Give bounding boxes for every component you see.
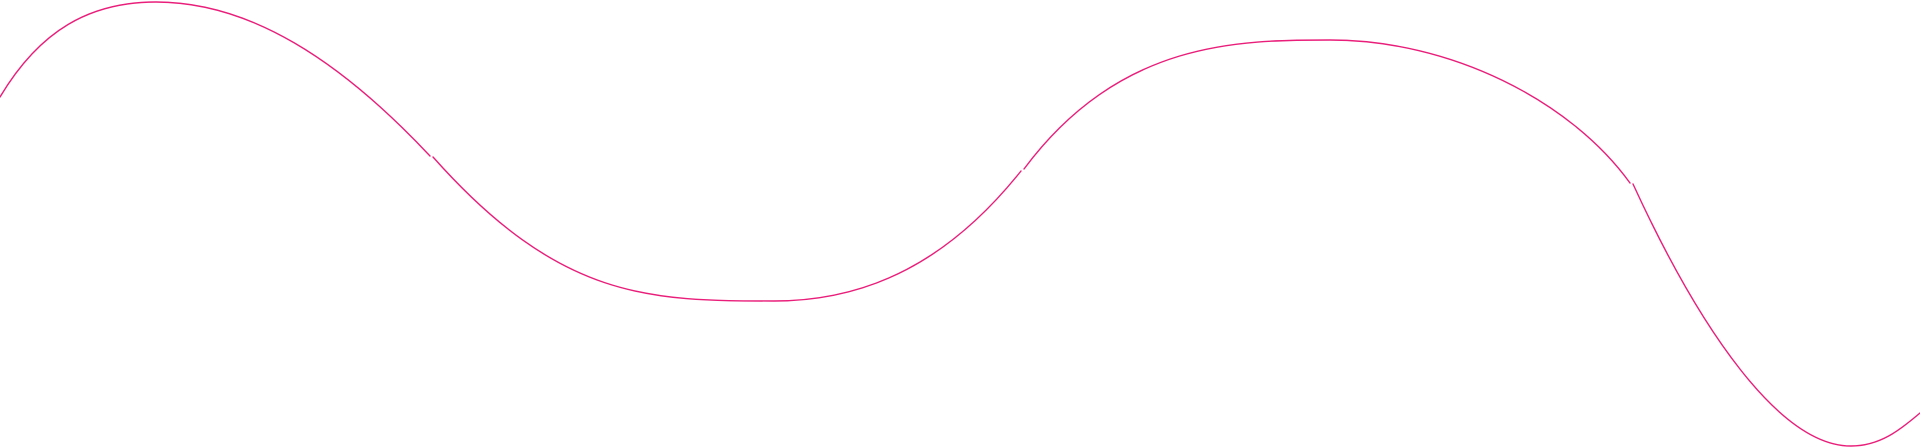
wave-segment-2 [432, 156, 1022, 302]
wave-segment-3 [1023, 39, 1631, 184]
wave-segment-4 [1632, 183, 1920, 447]
wave-segment-1 [0, 1, 431, 157]
